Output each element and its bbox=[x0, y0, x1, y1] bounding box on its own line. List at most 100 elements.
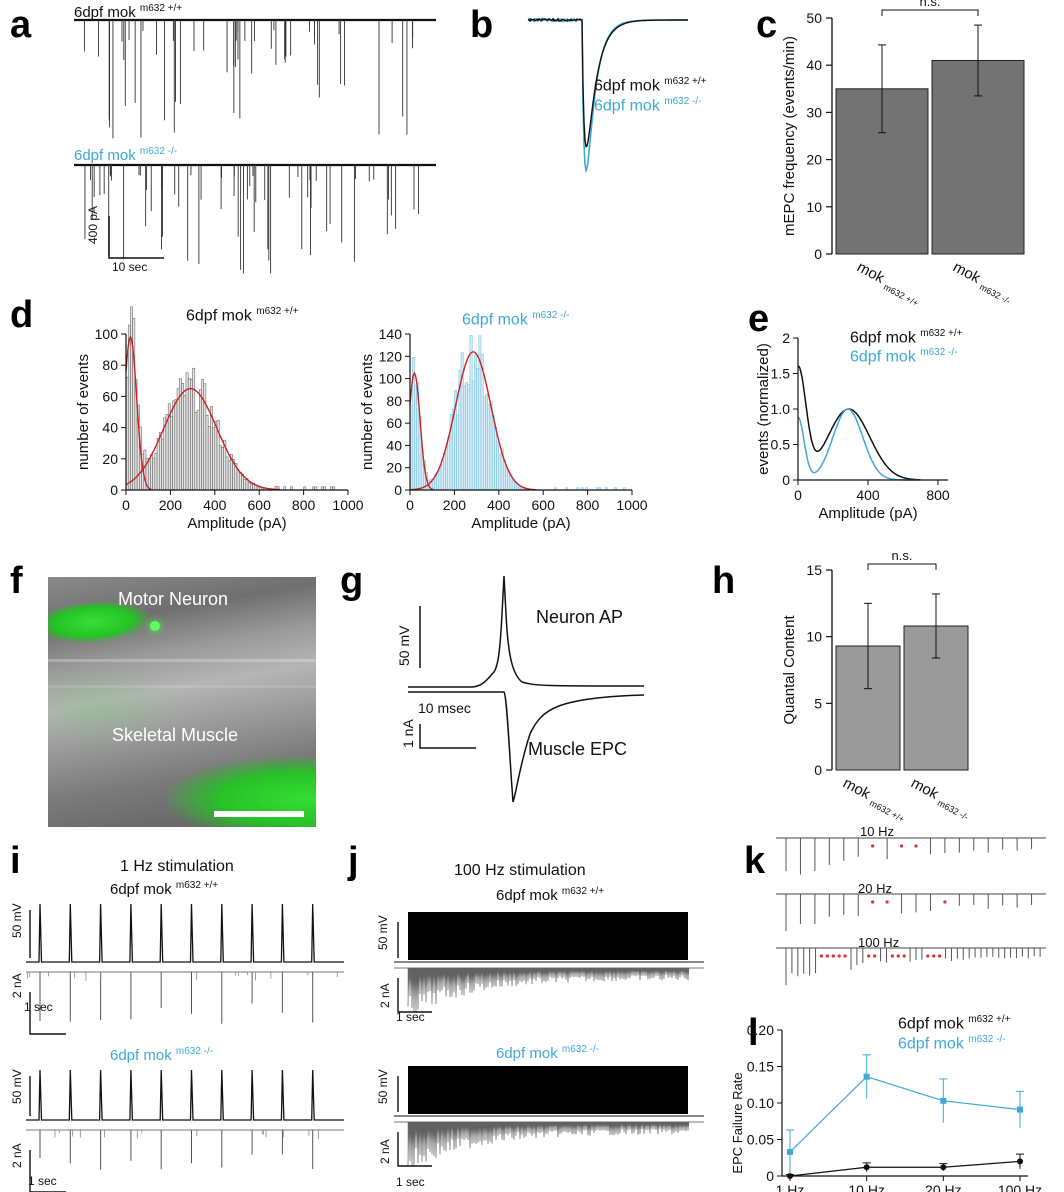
y-tick-label: 0 bbox=[766, 1168, 774, 1184]
histogram-bin bbox=[467, 384, 471, 491]
i-wt-scale-v: 50 mV bbox=[10, 903, 24, 938]
panel-letter-g: g bbox=[340, 560, 364, 602]
x-tick-label: 800 bbox=[292, 497, 316, 513]
histogram-bin bbox=[487, 404, 491, 491]
data-point bbox=[863, 1164, 870, 1171]
x-tick-label: 0 bbox=[406, 497, 414, 513]
g-scale-it bbox=[419, 724, 476, 749]
panel-letter-f: f bbox=[10, 560, 23, 602]
histogram-bin bbox=[483, 396, 486, 491]
histogram-bin bbox=[494, 426, 497, 491]
k-failure-marker bbox=[885, 900, 889, 904]
histogram-bin bbox=[221, 447, 224, 491]
k-failure-marker bbox=[914, 844, 918, 848]
voltage-trace bbox=[26, 903, 344, 963]
x-tick-label: 400 bbox=[203, 497, 227, 513]
j-wt-traces bbox=[394, 912, 704, 1014]
gaussian-fit-1 bbox=[125, 335, 152, 491]
x-axis-label: Amplitude (pA) bbox=[187, 515, 286, 532]
y-tick-label: 20 bbox=[806, 152, 822, 168]
a-trace-wt bbox=[74, 18, 436, 139]
histogram-bin bbox=[212, 427, 216, 491]
histogram-bin bbox=[480, 354, 484, 491]
y-tick-label: 0.05 bbox=[747, 1132, 774, 1148]
panel-letter-h: h bbox=[712, 560, 736, 602]
g-muscle-epc-trace bbox=[408, 691, 645, 803]
y-tick-label: 40 bbox=[386, 437, 402, 453]
histogram-bin bbox=[183, 395, 187, 491]
k-failure-traces bbox=[776, 837, 1046, 986]
histogram-bin bbox=[192, 367, 196, 491]
histogram-bin bbox=[236, 469, 240, 491]
y-tick-label: 0 bbox=[394, 482, 402, 498]
histogram-bin bbox=[172, 400, 176, 491]
k-failure-marker bbox=[837, 954, 841, 958]
x-tick-label: 0 bbox=[794, 487, 802, 503]
f-micrograph: Motor Neuron Skeletal Muscle bbox=[48, 577, 316, 827]
data-point bbox=[787, 1148, 793, 1155]
k-row-20hz: 20 Hz bbox=[858, 881, 892, 896]
panel-letter-a: a bbox=[10, 4, 32, 46]
a-label-mut: 6dpf mok m632 -/- bbox=[74, 146, 178, 164]
histogram-bin bbox=[456, 414, 460, 491]
g-scale-i-label: 1 nA bbox=[400, 719, 416, 748]
j-wt-scale-i: 2 nA bbox=[378, 983, 392, 1008]
histogram-bin bbox=[438, 466, 442, 491]
b-legend-wt: 6dpf mok m632 +/+ bbox=[594, 76, 707, 95]
scale-it bbox=[397, 978, 432, 1013]
y-tick-label: 0.15 bbox=[747, 1059, 774, 1075]
x-tick-label: 0 bbox=[122, 497, 130, 513]
k-failure-marker bbox=[899, 844, 904, 848]
y-tick-label: 0 bbox=[782, 472, 790, 488]
histogram-bin bbox=[476, 368, 480, 491]
j-ap-burst bbox=[408, 912, 688, 960]
y-tick-label: 140 bbox=[379, 326, 403, 342]
y-tick-label: 0 bbox=[814, 246, 822, 262]
k-failure-marker bbox=[896, 954, 900, 958]
h-quantal-content-chart: 0 5 10 15 mok m632 +/+mok m632 -/- n.s. Quanta… bbox=[781, 548, 974, 824]
d-right-histogram: 0 20 40 60 80 100 120 140 0 200 400 600 800 1000 Ampli… bbox=[359, 326, 648, 532]
histogram-bin bbox=[514, 482, 517, 491]
j-title: 100 Hz stimulation bbox=[454, 862, 586, 879]
histogram-bin bbox=[201, 379, 204, 491]
i-mut-traces bbox=[26, 1069, 344, 1192]
y-axis-label: number of events bbox=[359, 354, 376, 470]
j-mut-scale-t: 1 sec bbox=[396, 1175, 425, 1189]
histogram-bin bbox=[159, 432, 162, 491]
data-point bbox=[863, 1073, 870, 1080]
x-axis-label: Amplitude (pA) bbox=[818, 505, 917, 522]
histogram-bin bbox=[147, 460, 151, 491]
y-tick-label: 10 bbox=[806, 199, 822, 215]
d-right-title: 6dpf mok m632 -/- bbox=[462, 310, 570, 329]
k-failure-marker bbox=[938, 954, 942, 958]
i-wt-scale-t: 1 sec bbox=[24, 1000, 53, 1014]
x-tick-label: 20 Hz bbox=[925, 1182, 962, 1192]
k-failure-marker bbox=[871, 900, 875, 904]
histogram-bin bbox=[247, 482, 251, 491]
k-failure-marker bbox=[943, 900, 947, 904]
panel-letter-i: i bbox=[10, 840, 21, 882]
x-tick-label: 800 bbox=[926, 487, 950, 503]
y-tick-label: 30 bbox=[806, 104, 822, 120]
i-mut-scale-i: 2 nA bbox=[10, 1143, 24, 1168]
significance-bracket bbox=[881, 9, 979, 16]
histogram-bin bbox=[199, 389, 202, 491]
x-tick-label: 10 Hz bbox=[848, 1182, 885, 1192]
y-axis-label: number of events bbox=[75, 354, 92, 470]
panel-letter-e: e bbox=[748, 298, 770, 340]
j-epc-burst bbox=[407, 1121, 690, 1166]
histogram-bin bbox=[181, 383, 184, 491]
panel-letter-l: l bbox=[748, 1012, 759, 1054]
histogram-bin bbox=[491, 414, 495, 491]
histogram-bin bbox=[187, 378, 191, 491]
x-tick-label: 800 bbox=[576, 497, 600, 513]
k-failure-marker bbox=[867, 954, 871, 958]
x-tick-label: 600 bbox=[532, 497, 556, 513]
k-failure-marker bbox=[890, 954, 894, 958]
a-label-wt: 6dpf mok m632 +/+ bbox=[74, 3, 183, 21]
significance-label: n.s. bbox=[920, 0, 941, 9]
y-tick-label: 0 bbox=[110, 482, 118, 498]
x-tick-label: 1000 bbox=[616, 497, 647, 513]
histogram-bin bbox=[463, 385, 466, 491]
